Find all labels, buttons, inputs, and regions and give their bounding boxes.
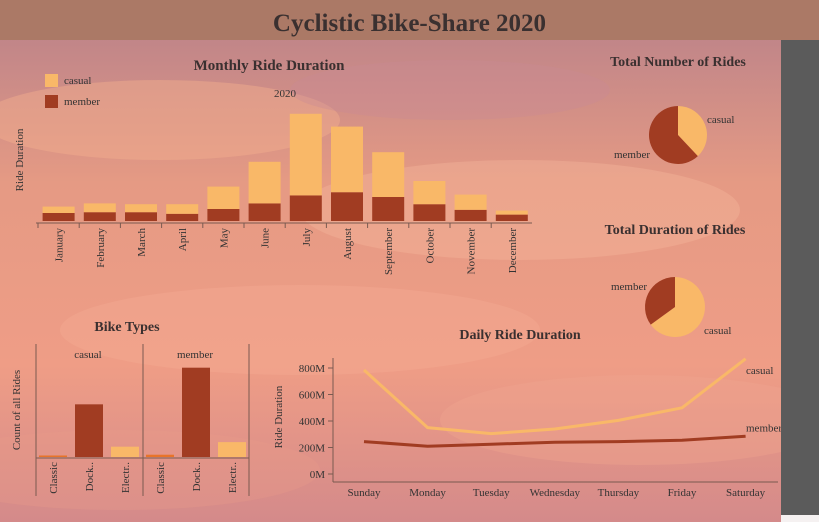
bike-type-tick-label: Dock.. bbox=[191, 462, 203, 492]
daily-y-axis-label: Ride Duration bbox=[273, 385, 285, 448]
day-tick-label: Tuesday bbox=[473, 487, 510, 499]
pie-slice-casual[interactable] bbox=[678, 106, 707, 157]
pie-label-member: member bbox=[614, 149, 650, 161]
total-rides-title: Total Number of Rides bbox=[610, 55, 746, 70]
bar-member-july[interactable] bbox=[289, 195, 322, 221]
bike-type-tick-label: Dock.. bbox=[84, 462, 96, 492]
day-tick-label: Friday bbox=[668, 487, 697, 499]
total-duration-chart: Total Duration of Rides casual member bbox=[605, 223, 746, 337]
monthly-ride-duration-chart: Monthly Ride Duration 2020 Ride Duration ca… bbox=[14, 58, 532, 275]
bar-casual-april[interactable] bbox=[166, 204, 199, 214]
bar-member-october[interactable] bbox=[413, 204, 446, 221]
bar-member-april[interactable] bbox=[166, 213, 199, 221]
bike-type-tick-label: Classic bbox=[48, 462, 60, 494]
month-tick-label: January bbox=[54, 228, 66, 263]
bike-type-tick-label: Classic bbox=[155, 462, 167, 494]
month-tick-label: April bbox=[177, 228, 189, 251]
bar-casual-july[interactable] bbox=[289, 113, 322, 196]
month-tick-label: November bbox=[466, 228, 478, 275]
bar-casual-december[interactable] bbox=[495, 210, 528, 215]
title-bar: Cyclistic Bike-Share 2020 bbox=[0, 0, 819, 40]
day-tick-label: Wednesday bbox=[530, 487, 581, 499]
daily-y-tick-label: 0M bbox=[310, 469, 326, 481]
bike-type-tick-label: Electr.. bbox=[227, 462, 239, 493]
month-tick-label: October bbox=[424, 228, 436, 264]
bar-casual-classic[interactable] bbox=[39, 455, 67, 458]
bar-member-dock[interactable] bbox=[182, 367, 210, 457]
day-tick-label: Monday bbox=[409, 487, 446, 499]
legend-label-casual[interactable]: casual bbox=[64, 75, 91, 87]
month-tick-label: June bbox=[260, 228, 272, 248]
legend-swatch-casual[interactable] bbox=[45, 74, 58, 87]
bike-type-tick-label: Electr.. bbox=[120, 462, 132, 493]
bar-member-august[interactable] bbox=[331, 192, 363, 221]
bar-casual-january[interactable] bbox=[42, 206, 75, 213]
month-tick-label: February bbox=[95, 228, 107, 268]
bar-member-electr[interactable] bbox=[218, 442, 246, 457]
legend-swatch-member[interactable] bbox=[45, 95, 58, 108]
day-tick-label: Thursday bbox=[598, 487, 640, 499]
month-tick-label: March bbox=[136, 228, 148, 257]
bar-member-may[interactable] bbox=[207, 209, 240, 221]
bar-member-classic[interactable] bbox=[146, 454, 174, 457]
bar-member-november[interactable] bbox=[454, 209, 487, 221]
day-tick-label: Sunday bbox=[348, 487, 382, 499]
pie-slice-member[interactable] bbox=[648, 106, 698, 164]
line-member[interactable] bbox=[363, 434, 746, 448]
bar-casual-november[interactable] bbox=[454, 194, 487, 210]
daily-ride-duration-chart: Daily Ride Duration Ride Duration 0M 200M 40… bbox=[273, 328, 782, 499]
month-tick-label: May bbox=[218, 228, 230, 249]
bar-casual-dock[interactable] bbox=[75, 404, 103, 457]
line-casual[interactable] bbox=[362, 357, 747, 436]
line-end-label-member: member bbox=[746, 422, 782, 434]
bar-member-september[interactable] bbox=[372, 197, 405, 221]
monthly-chart-title: Monthly Ride Duration bbox=[194, 58, 346, 74]
total-rides-chart: Total Number of Rides casual member bbox=[610, 55, 746, 164]
month-tick-label: December bbox=[507, 228, 519, 274]
right-sidebar[interactable] bbox=[781, 40, 819, 516]
bar-member-june[interactable] bbox=[248, 203, 281, 221]
bar-member-february[interactable] bbox=[83, 212, 116, 221]
total-duration-title: Total Duration of Rides bbox=[605, 223, 746, 238]
bottom-strip bbox=[781, 515, 819, 522]
bar-casual-electr[interactable] bbox=[111, 446, 139, 457]
bike-types-title: Bike Types bbox=[94, 320, 160, 335]
bar-member-december[interactable] bbox=[495, 214, 528, 221]
bike-types-y-axis-label: Count of all Rides bbox=[11, 370, 23, 450]
day-tick-label: Saturday bbox=[726, 487, 766, 499]
daily-y-tick-label: 800M bbox=[299, 363, 326, 375]
panel-header-member: member bbox=[177, 349, 213, 361]
month-tick-label: July bbox=[301, 228, 313, 247]
pie-slice-member[interactable] bbox=[645, 277, 675, 325]
line-end-label-casual: casual bbox=[746, 365, 773, 377]
pie-slice-casual[interactable] bbox=[650, 277, 706, 337]
bar-casual-february[interactable] bbox=[83, 203, 116, 213]
bar-casual-september[interactable] bbox=[372, 152, 405, 197]
bar-casual-october[interactable] bbox=[413, 181, 446, 205]
pie-label-casual: casual bbox=[707, 114, 734, 126]
month-tick-label: September bbox=[383, 228, 395, 275]
pie-label-casual: casual bbox=[704, 325, 731, 337]
monthly-y-axis-label: Ride Duration bbox=[14, 128, 26, 191]
pie-label-member: member bbox=[611, 281, 647, 293]
panel-header-casual: casual bbox=[74, 349, 101, 361]
bar-casual-june[interactable] bbox=[248, 161, 281, 204]
bar-casual-may[interactable] bbox=[207, 186, 240, 209]
bar-member-march[interactable] bbox=[125, 212, 157, 221]
daily-y-tick-label: 200M bbox=[299, 443, 326, 455]
month-tick-label: August bbox=[342, 228, 354, 260]
daily-y-tick-label: 400M bbox=[299, 416, 326, 428]
bar-member-january[interactable] bbox=[42, 213, 75, 221]
dashboard-title: Cyclistic Bike-Share 2020 bbox=[272, 10, 547, 37]
daily-y-tick-label: 600M bbox=[299, 390, 326, 402]
monthly-chart-subtitle: 2020 bbox=[274, 88, 297, 100]
bike-types-chart: Bike Types Count of all Rides casual Classi… bbox=[11, 320, 250, 496]
bar-casual-march[interactable] bbox=[125, 204, 157, 213]
daily-chart-title: Daily Ride Duration bbox=[459, 328, 581, 343]
legend-label-member[interactable]: member bbox=[64, 96, 100, 108]
bar-casual-august[interactable] bbox=[331, 126, 363, 193]
